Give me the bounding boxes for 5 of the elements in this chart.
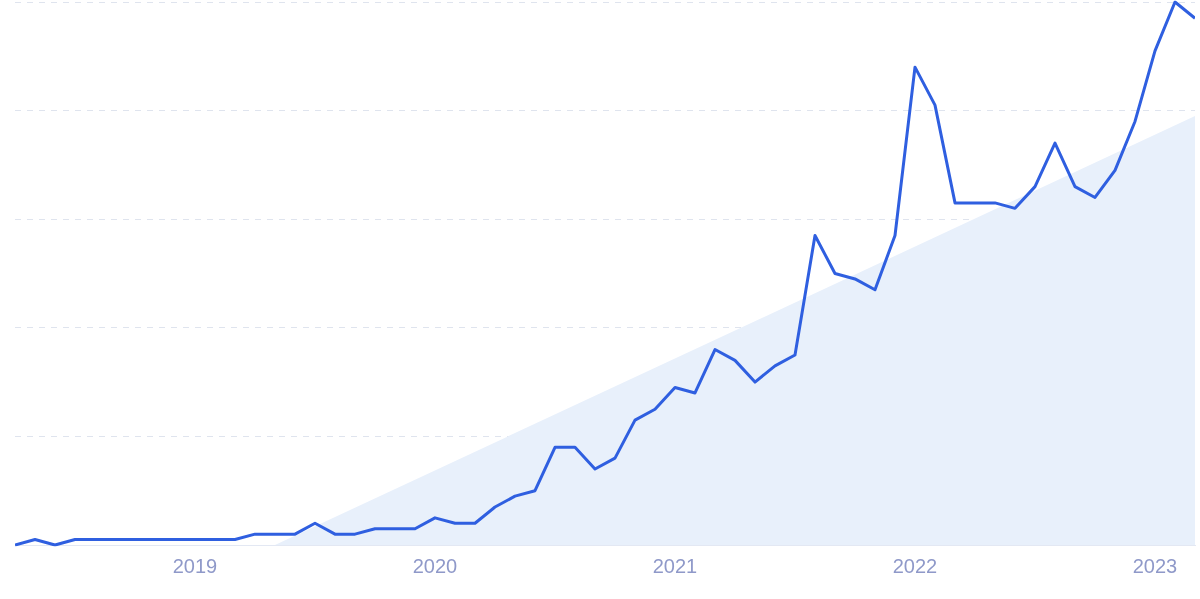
x-tick-label: 2023 [1132,554,1178,577]
x-tick-label: 2020 [412,554,458,577]
x-tick-label: 2021 [652,554,698,577]
x-tick-label: 2022 [892,554,938,577]
x-tick-label: 2019 [172,554,218,577]
